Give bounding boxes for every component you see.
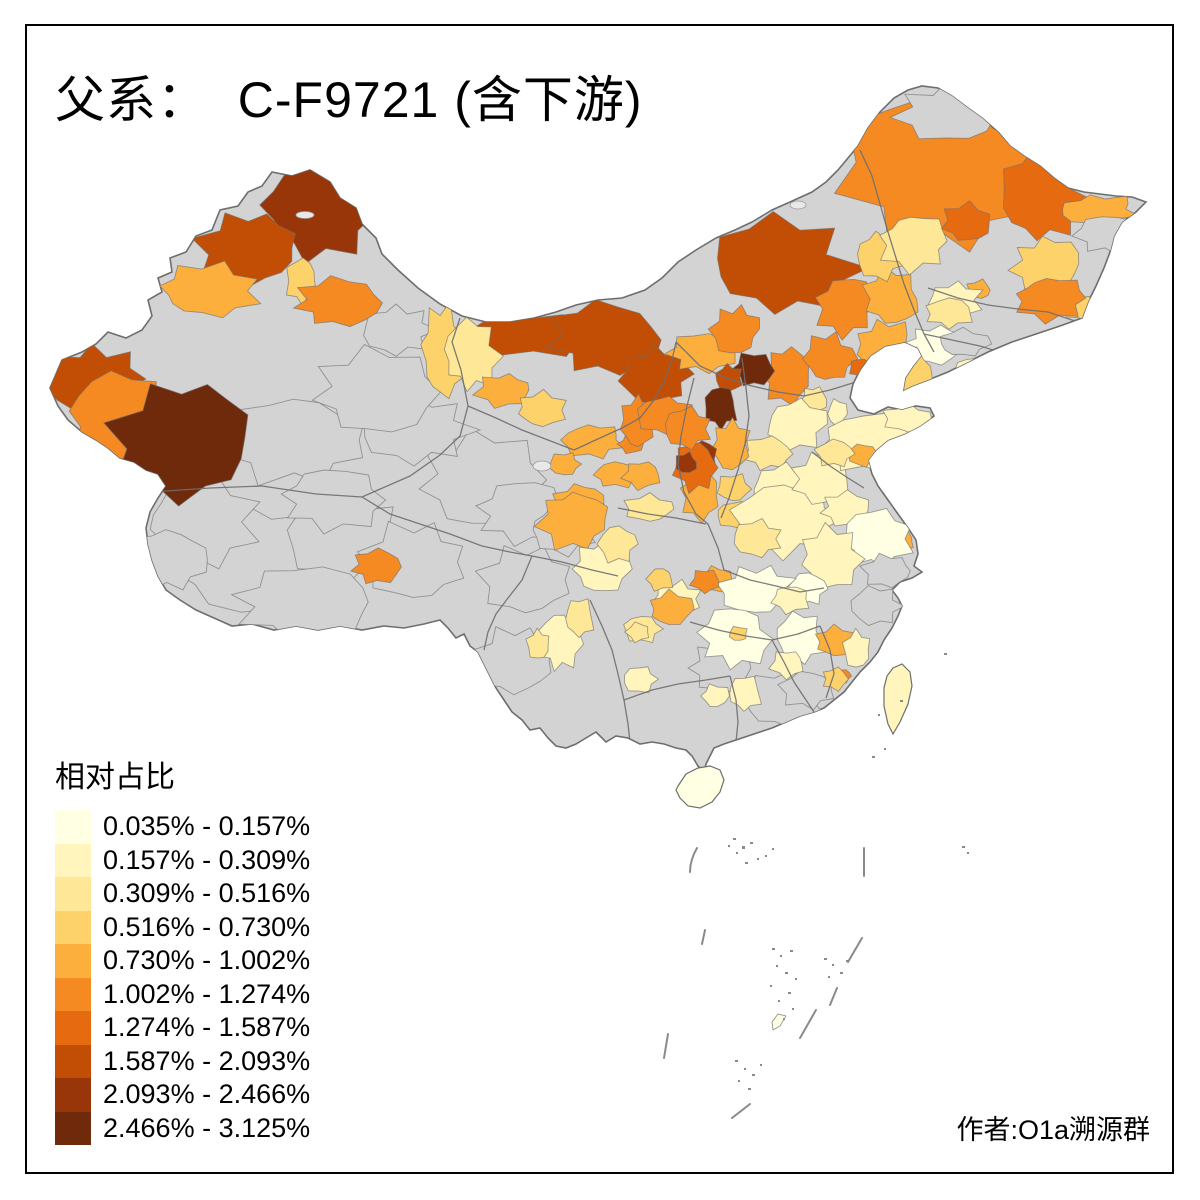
legend-swatch (55, 843, 91, 877)
map-region (813, 438, 856, 468)
map-region (665, 405, 712, 451)
map-region (729, 675, 763, 712)
legend-row: 0.035% - 0.157% (55, 810, 310, 844)
map-region (767, 397, 828, 453)
sea-boundary-dashes (663, 847, 865, 1119)
map-region (649, 588, 695, 626)
legend-label: 0.309% - 0.516% (103, 878, 311, 909)
map-region (517, 388, 567, 428)
legend-label: 2.466% - 3.125% (103, 1112, 311, 1143)
map-region (623, 492, 675, 522)
legend-swatch (55, 977, 91, 1011)
legend-title: 相对占比 (55, 761, 175, 794)
legend-label: 2.093% - 2.466% (103, 1079, 311, 1110)
map-region (858, 552, 911, 589)
legend-label: 0.035% - 0.157% (103, 811, 311, 842)
map-region (704, 387, 738, 432)
legend-row: 1.002% - 1.274% (55, 977, 311, 1011)
legend-row: 1.587% - 2.093% (55, 1044, 311, 1078)
legend-swatch (55, 910, 91, 944)
map-region (801, 521, 866, 588)
legend-label: 0.157% - 0.309% (103, 844, 311, 875)
map-region (158, 260, 262, 319)
island-dots (728, 653, 969, 1090)
legend-label: 0.516% - 0.730% (103, 911, 311, 942)
legend-label: 1.002% - 1.274% (103, 978, 311, 1009)
legend-swatch (55, 877, 91, 911)
legend-swatch (55, 1011, 91, 1045)
map-region (596, 525, 639, 564)
map-region (861, 264, 919, 324)
legend-row: 2.093% - 2.466% (55, 1078, 310, 1112)
map-region (801, 330, 859, 380)
map-region (728, 625, 748, 641)
map-region (623, 621, 650, 644)
province-borders (151, 149, 1079, 743)
legend-swatch (55, 1044, 91, 1078)
map-region (645, 568, 674, 592)
legend-swatch (55, 1111, 91, 1145)
map-region (940, 200, 991, 241)
map-region (700, 683, 730, 707)
map-region (715, 362, 743, 393)
map-region (777, 670, 835, 711)
map-region (1015, 278, 1087, 325)
legend-rows: 0.035% - 0.157% 0.157% - 0.309% 0.309% - 0… (55, 810, 310, 1145)
map-region (349, 547, 402, 585)
legend-swatch (55, 1078, 91, 1112)
legend: 相对占比 0.035% - 0.157% 0.157% - 0.309% 0.309… (55, 752, 310, 1145)
prefecture-regions-layer (50, 86, 1146, 729)
map-region (565, 598, 595, 639)
map-region (939, 326, 993, 357)
map-region (841, 627, 871, 668)
legend-label: 1.274% - 1.587% (103, 1012, 311, 1043)
legend-row: 0.730% - 1.002% (55, 944, 310, 978)
map-region (363, 303, 439, 357)
map-region (311, 343, 442, 433)
map-region (770, 586, 810, 616)
legend-row: 2.466% - 3.125% (55, 1111, 311, 1145)
legend-label: 1.587% - 2.093% (103, 1045, 311, 1076)
legend-row: 0.157% - 0.309% (55, 843, 311, 877)
lakes (295, 200, 807, 472)
legend-row: 1.274% - 1.587% (55, 1011, 310, 1045)
attribution: 作者:O1a溯源群 (956, 1115, 1150, 1145)
hainan-island (675, 765, 725, 809)
map-region (814, 279, 874, 341)
page-title: 父系： C-F9721 (含下游) (55, 72, 643, 128)
map-region (525, 627, 550, 659)
map-region (619, 461, 661, 492)
map-region (533, 491, 609, 551)
legend-swatch (55, 810, 91, 844)
legend-swatch (55, 944, 91, 978)
map-region (280, 469, 387, 535)
map-region (471, 372, 530, 409)
map-region (707, 304, 760, 354)
legend-label: 0.730% - 1.002% (103, 945, 311, 976)
map-region (675, 451, 697, 473)
sc-islet (771, 1013, 787, 1031)
legend-row: 0.309% - 0.516% (55, 877, 310, 911)
map-region (716, 473, 753, 502)
map-region (850, 585, 906, 627)
map-region (292, 275, 383, 328)
legend-row: 0.516% - 0.730% (55, 910, 311, 944)
taiwan-island (883, 663, 913, 736)
map-region (925, 297, 973, 330)
map-region (688, 569, 720, 595)
map-region (733, 517, 782, 559)
